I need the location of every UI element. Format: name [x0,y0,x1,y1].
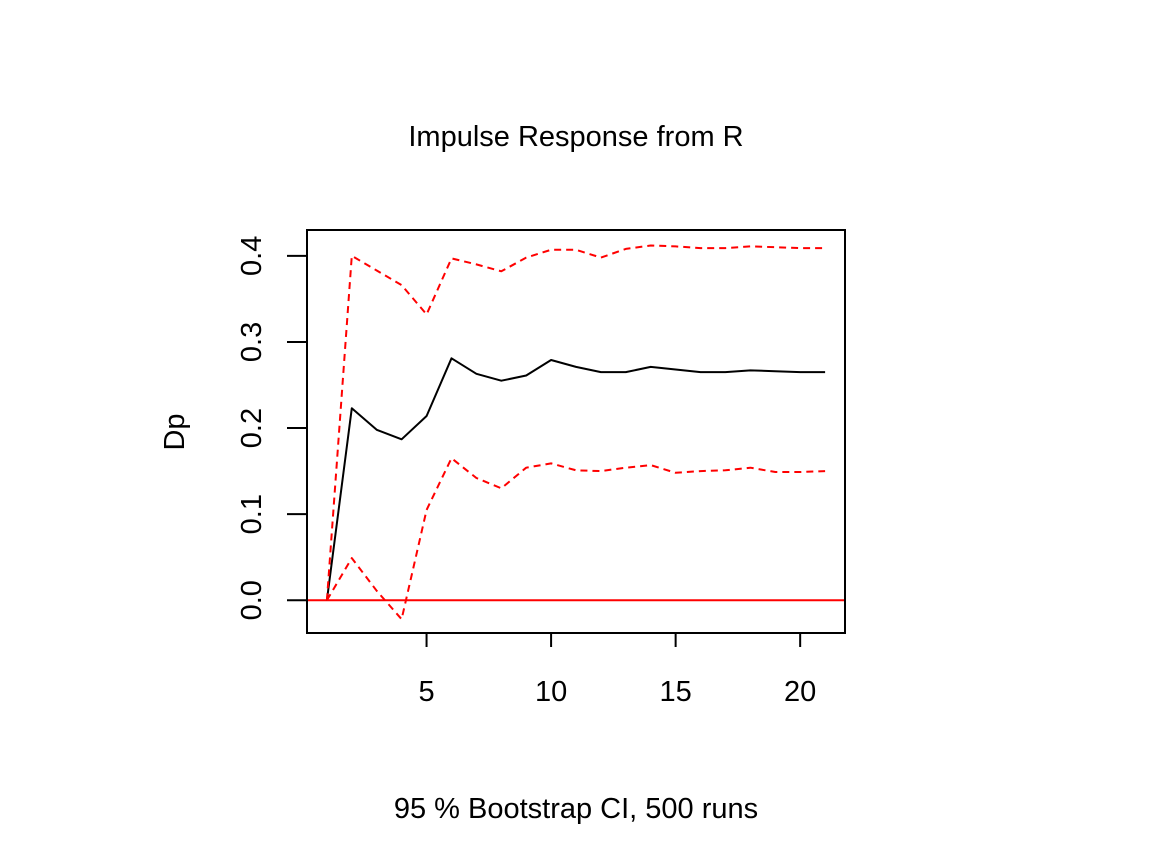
y-tick-label: 0.0 [236,580,268,620]
x-tick-label: 10 [535,676,567,708]
x-tick-label: 20 [784,676,816,708]
chart-title: Impulse Response from R [408,121,743,153]
plot-frame [306,229,846,634]
y-tick-label: 0.2 [236,408,268,448]
y-tick-label: 0.3 [236,322,268,362]
x-axis-label: 95 % Bootstrap CI, 500 runs [394,793,758,825]
axes-layer: 5 10 15 20 0.0 0.1 0.2 0.3 0.4 [236,236,816,708]
x-tick-label: 5 [418,676,434,708]
y-tick-label: 0.4 [236,236,268,276]
series-layer [307,244,845,621]
y-axis-label: Dp [159,413,191,450]
x-tick-label: 15 [659,676,691,708]
series-line-irf [325,357,826,601]
y-tick-label: 0.1 [236,494,268,534]
